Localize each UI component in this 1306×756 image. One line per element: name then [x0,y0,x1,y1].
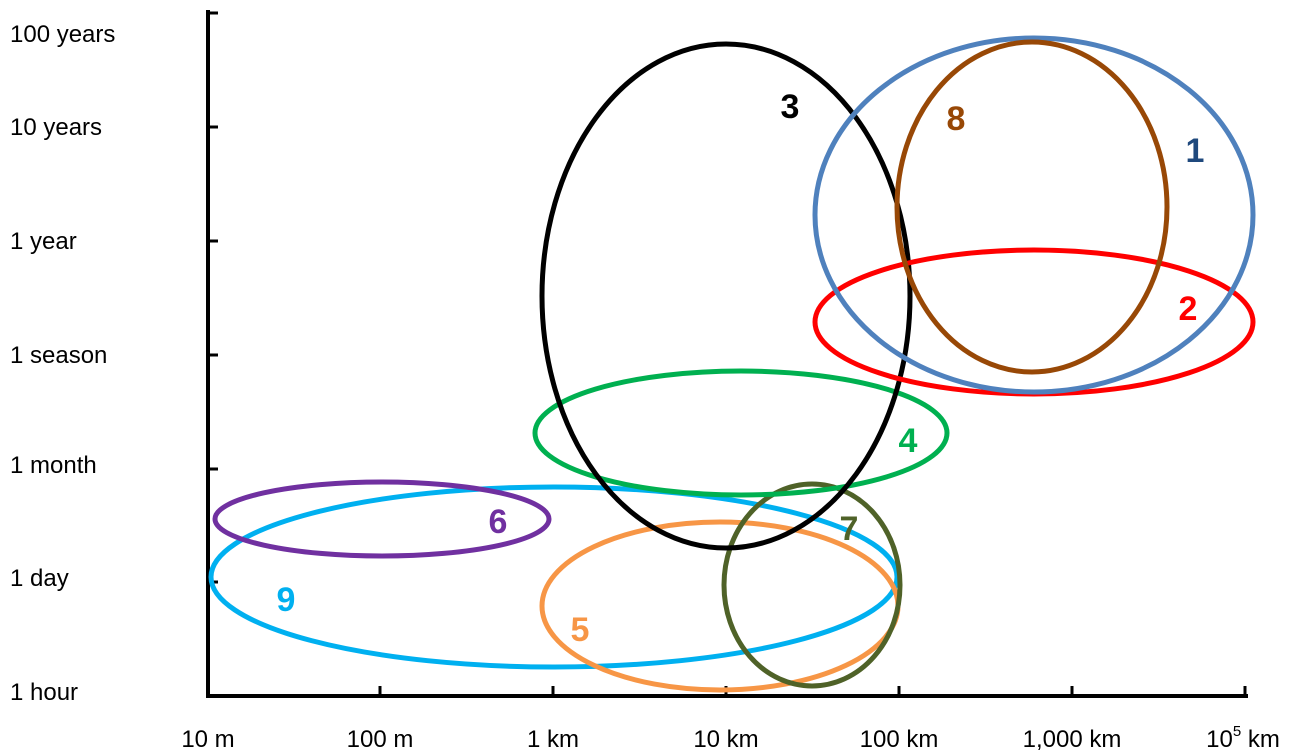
region-7-label: 7 [840,510,859,548]
y-tick-label-year: 1 year [10,228,77,255]
x-tick-label-10e5km: 105 km [1206,723,1280,753]
y-tick-label-day: 1 day [10,565,69,592]
x-tick-label-100m: 100 m [347,726,414,753]
region-1-label: 1 [1186,132,1205,170]
y-tick-label-100years: 100 years [10,21,115,48]
region-3-ellipse [539,41,913,551]
region-5-label: 5 [571,611,590,649]
x-tick-label-100km: 100 km [860,726,939,753]
region-8-label: 8 [947,100,966,138]
region-6-label: 6 [489,503,508,541]
x-tick-label-1km: 1 km [527,726,579,753]
x-tick-label-1000km: 1,000 km [1023,726,1122,753]
y-tick-label-hour: 1 hour [10,679,78,706]
y-tick-label-10years: 10 years [10,114,102,141]
x-tick-label-10m: 10 m [181,726,234,753]
region-1-ellipse [812,35,1256,395]
region-3-label: 3 [781,88,800,126]
region-6-ellipse [212,479,552,559]
region-8-ellipse [894,39,1170,375]
region-7-ellipse [721,481,903,689]
region-4-ellipse [532,368,950,498]
x-tick-label-10km: 10 km [693,726,758,753]
region-2-label: 2 [1179,290,1198,328]
region-4-label: 4 [899,422,918,460]
y-tick-label-season: 1 season [10,342,107,369]
region-9-ellipse [208,484,900,670]
y-tick-label-month: 1 month [10,452,97,479]
region-9-label: 9 [277,581,296,619]
